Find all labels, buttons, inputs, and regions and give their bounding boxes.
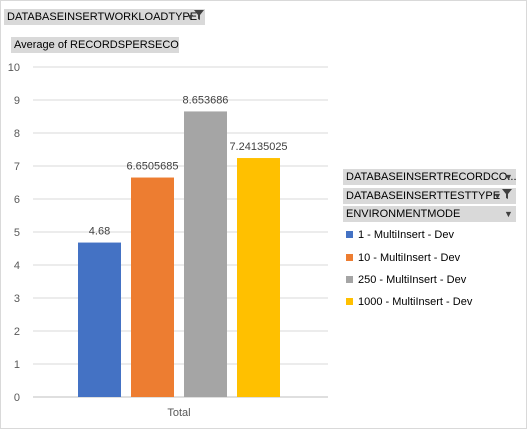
bar-1 xyxy=(78,242,121,397)
y-tick-label: 5 xyxy=(14,227,20,239)
dropdown-arrow-icon: ▼ xyxy=(493,191,502,201)
legend-entry-2: 10 - MultiInsert - Dev xyxy=(346,251,460,265)
legend-field-label: DATABASEINSERTTESTTYPE xyxy=(346,190,501,202)
y-tick-label: 0 xyxy=(14,392,20,404)
report-filter-label: DATABASEINSERTWORKLOADTYPE xyxy=(7,11,198,23)
y-tick-label: 10 xyxy=(8,62,20,74)
legend-swatch xyxy=(346,275,353,283)
dropdown-arrow-icon: ▼ xyxy=(504,172,513,182)
data-label: 7.24135025 xyxy=(229,141,287,153)
legend-field-label: DATABASEINSERTRECORDCO... xyxy=(346,171,516,183)
y-tick-label: 6 xyxy=(14,194,20,206)
bar-4 xyxy=(237,158,280,397)
dropdown-arrow-icon: ▼ xyxy=(186,12,195,22)
legend-field-button-environment[interactable]: ENVIRONMENTMODE ▼ xyxy=(343,206,516,222)
y-tick-label: 8 xyxy=(14,128,20,140)
y-tick-label: 3 xyxy=(14,293,20,305)
data-label: 4.68 xyxy=(89,226,110,238)
legend-entry-1: 1 - MultiInsert - Dev xyxy=(346,228,454,242)
legend-swatch xyxy=(346,230,353,238)
legend-field-label: ENVIRONMENTMODE xyxy=(346,208,461,220)
data-label: 8.653686 xyxy=(183,94,229,106)
value-field-label: Average of RECORDSPERSECOND xyxy=(14,39,179,51)
value-field-button[interactable]: Average of RECORDSPERSECOND xyxy=(11,37,179,53)
y-tick-label: 1 xyxy=(14,359,20,371)
bar-3 xyxy=(184,111,227,398)
legend-field-button-test-type[interactable]: DATABASEINSERTTESTTYPE ▼ xyxy=(343,188,516,204)
y-tick-label: 2 xyxy=(14,326,20,338)
dropdown-arrow-icon: ▼ xyxy=(504,209,513,219)
legend-swatch xyxy=(346,297,353,305)
legend-entry-3: 250 - MultiInsert - Dev xyxy=(346,273,466,287)
legend-entry-4: 1000 - MultiInsert - Dev xyxy=(346,295,472,309)
legend-field-button-record-count[interactable]: DATABASEINSERTRECORDCO... ▼ xyxy=(343,169,516,185)
report-filter-button[interactable]: DATABASEINSERTWORKLOADTYPE ▼ xyxy=(4,9,205,25)
filter-funnel-icon xyxy=(502,188,512,204)
x-category-label: Total xyxy=(167,407,190,419)
y-tick-label: 7 xyxy=(14,161,20,173)
legend-label: 1000 - MultiInsert - Dev xyxy=(358,296,473,308)
legend-label: 10 - MultiInsert - Dev xyxy=(358,252,461,264)
data-label: 6.6505685 xyxy=(127,161,179,173)
legend-label: 250 - MultiInsert - Dev xyxy=(358,274,467,286)
legend-swatch xyxy=(346,253,353,261)
filter-funnel-icon xyxy=(194,9,204,25)
y-tick-label: 4 xyxy=(14,260,20,272)
legend-label: 1 - MultiInsert - Dev xyxy=(358,229,454,241)
bar-2 xyxy=(131,177,174,397)
y-tick-label: 9 xyxy=(14,95,20,107)
